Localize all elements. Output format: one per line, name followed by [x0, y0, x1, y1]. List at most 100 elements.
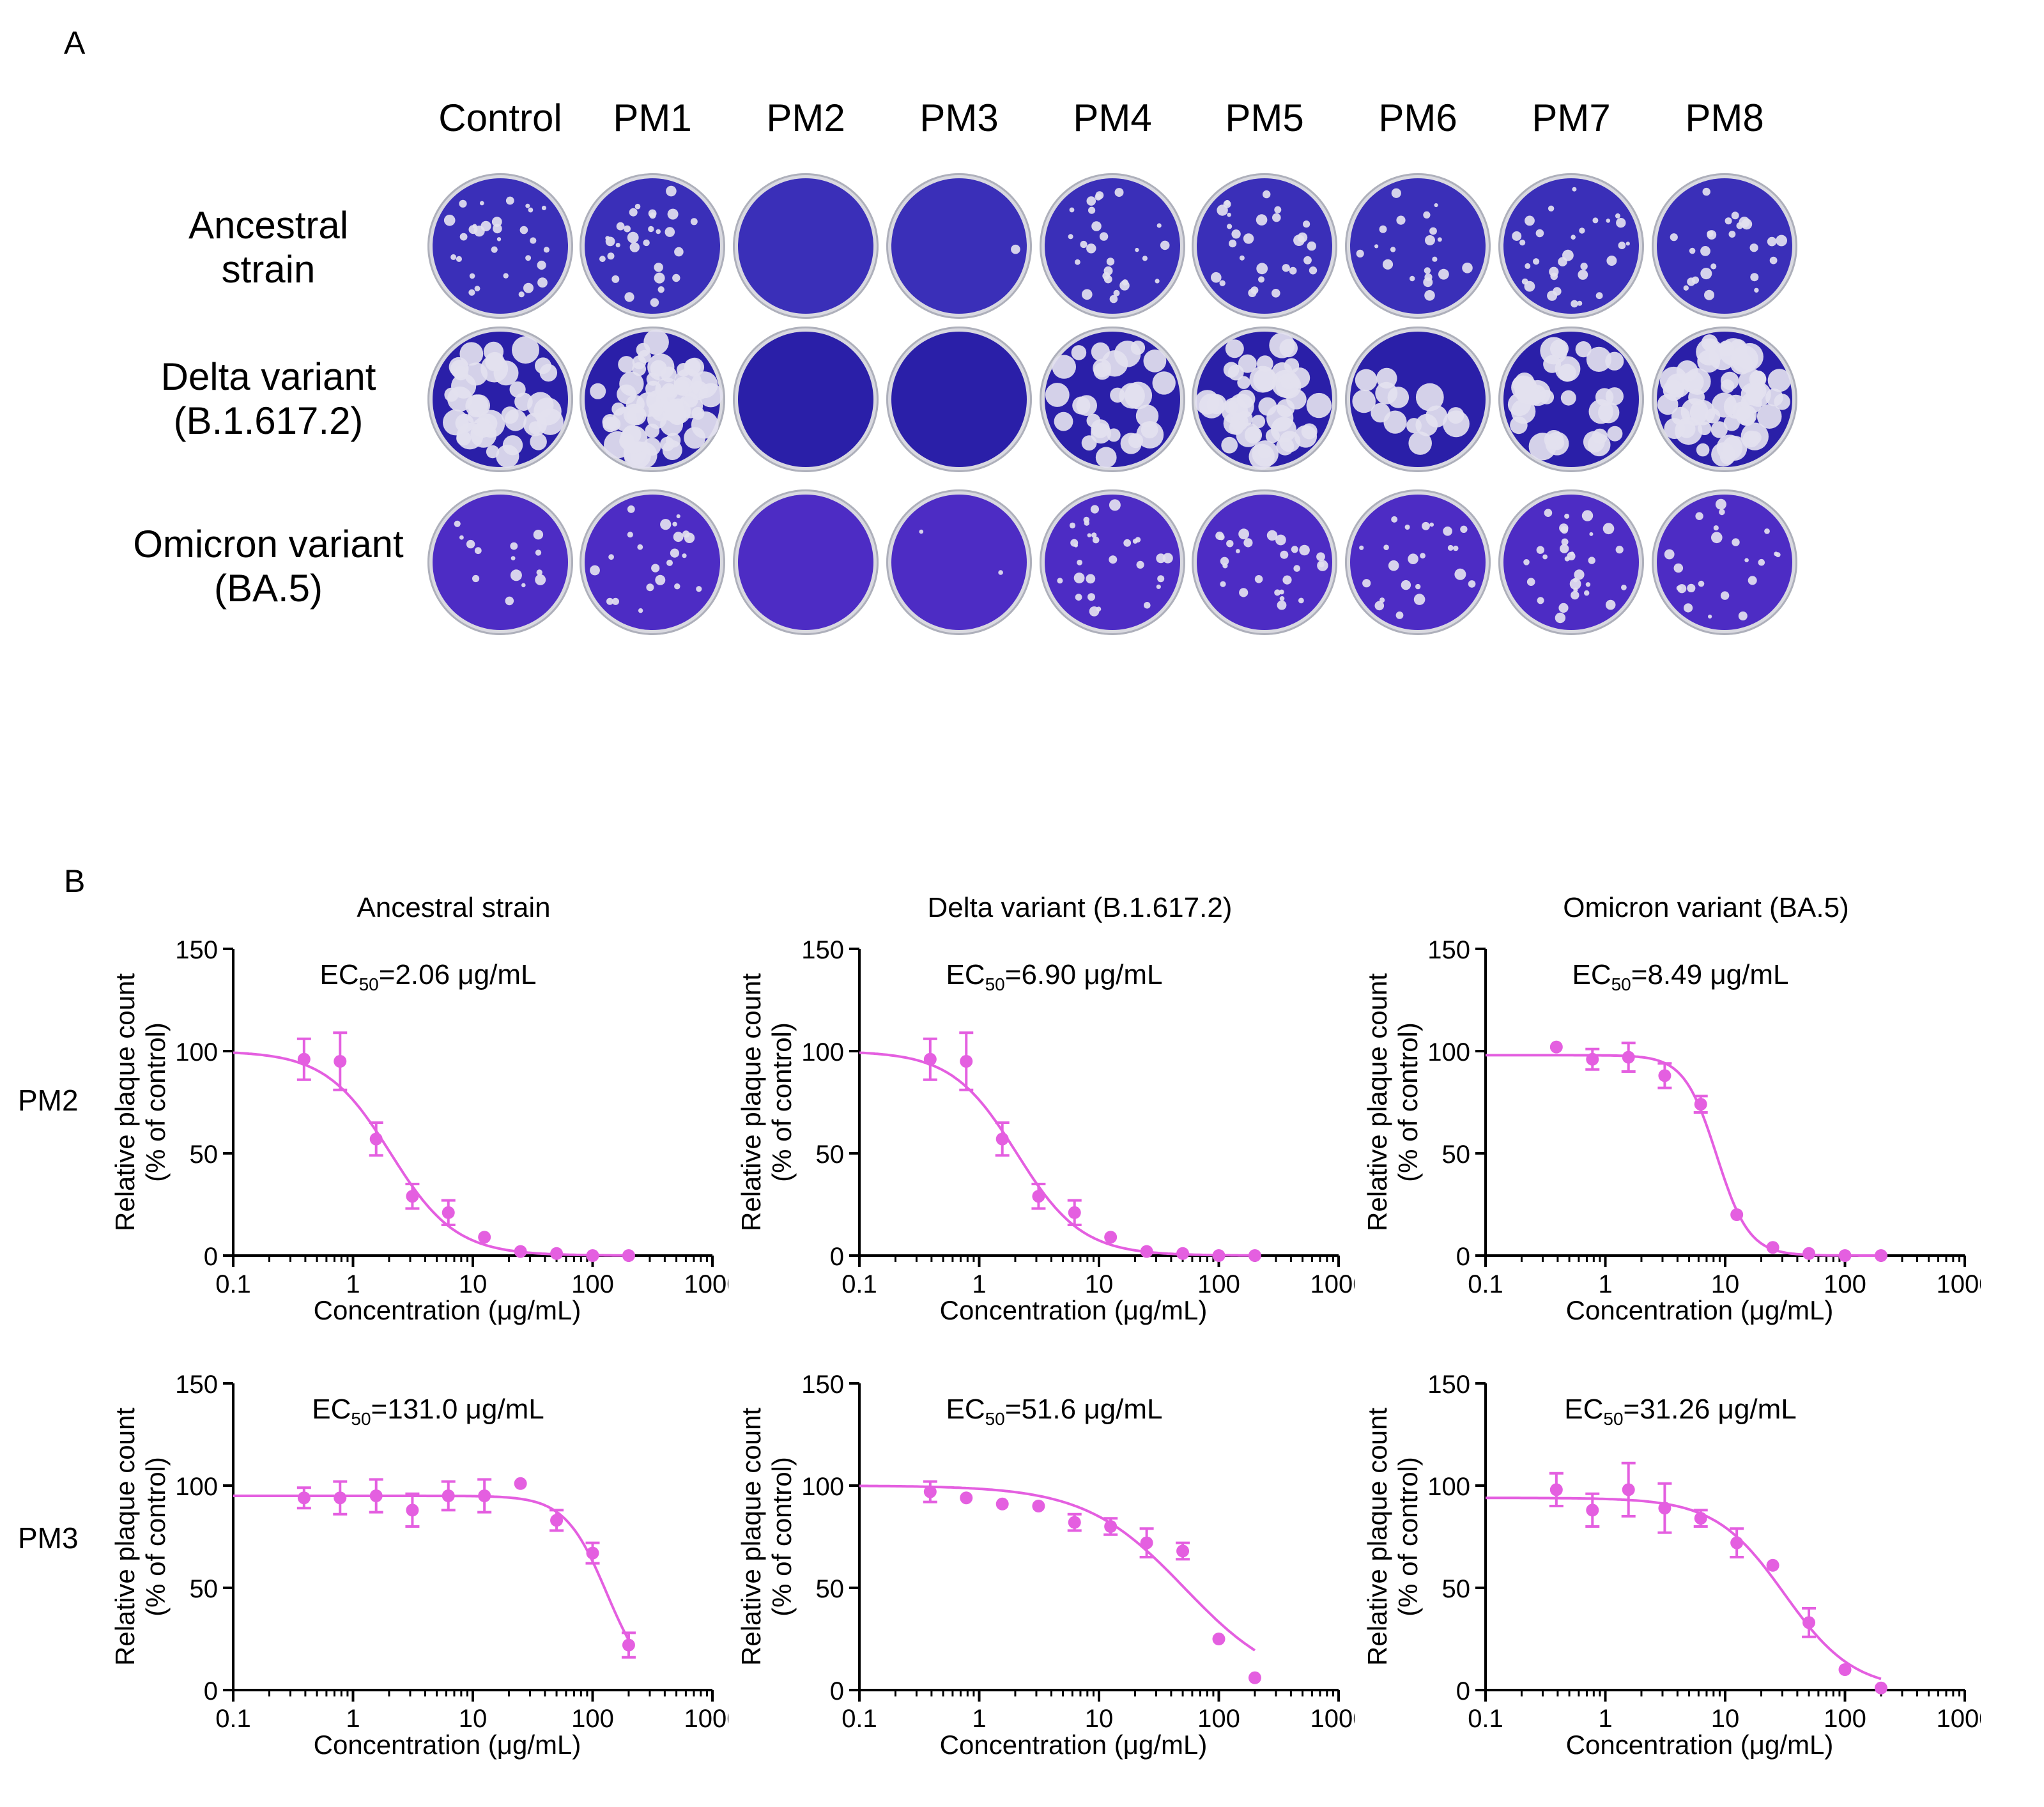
culture-dish: [1652, 173, 1797, 319]
data-point: [1838, 1249, 1852, 1262]
plaque-spot: [1069, 207, 1075, 213]
plaque-spot: [1542, 554, 1548, 560]
plaque-spot: [1687, 583, 1696, 592]
x-tick-label: 1000: [1937, 1705, 1981, 1733]
y-axis-label: Relative plaque count: [1362, 1408, 1392, 1666]
plaque-spot: [1382, 259, 1394, 270]
plaque-spot: [660, 519, 672, 530]
data-point: [622, 1249, 635, 1262]
plaque-spot: [537, 277, 548, 288]
data-point: [1248, 1671, 1261, 1684]
plaque-spot: [1219, 280, 1226, 286]
plaque-spot: [1077, 560, 1082, 565]
strain-row-label: Delta variant (B.1.617.2): [160, 355, 376, 442]
ec50-annotation: EC50=31.26 μg/mL: [1564, 1394, 1796, 1429]
plaque-spot: [629, 242, 640, 252]
plaque-spot: [474, 286, 480, 291]
plaque-spot: [1114, 188, 1124, 197]
plaque-spot: [1359, 545, 1364, 550]
plaque-spot: [1560, 390, 1576, 406]
dish-stain: [738, 332, 873, 467]
plaque-spot: [1415, 583, 1421, 590]
plaque-spot: [1767, 369, 1791, 392]
plaque-spot: [636, 392, 661, 417]
plaque-spot: [655, 574, 666, 585]
plaque-spot: [1282, 264, 1290, 272]
plaque-spot: [1224, 400, 1238, 414]
plaque-spot: [1606, 256, 1617, 266]
x-tick-label: 0.1: [1468, 1705, 1503, 1733]
y-tick-label: 100: [801, 1038, 844, 1066]
plaque-spot: [1391, 516, 1398, 523]
y-tick-label: 150: [1427, 1371, 1470, 1399]
fitted-curve: [859, 1484, 1256, 1652]
plaque-spot: [1558, 364, 1576, 382]
x-tick-label: 1: [972, 1270, 986, 1298]
plaque-spot: [1571, 590, 1579, 600]
fitted-curve: [1486, 1054, 1881, 1257]
x-tick-label: 10: [459, 1705, 488, 1733]
dish-stain: [585, 495, 720, 630]
plaque-spot: [666, 185, 677, 197]
plaque-spot: [1238, 528, 1249, 540]
data-point: [1212, 1249, 1226, 1262]
data-point: [1140, 1245, 1153, 1258]
data-point: [1802, 1616, 1816, 1629]
plaque-spot: [1447, 544, 1454, 551]
plaque-spot: [1774, 394, 1790, 410]
y-tick-label: 50: [1442, 1141, 1471, 1169]
plaque-spot: [1728, 231, 1736, 238]
culture-dish: [886, 489, 1032, 635]
plaque-spot: [1220, 581, 1226, 587]
culture-dish: [1498, 173, 1644, 319]
data-point: [334, 1055, 347, 1068]
plaque-spot: [1374, 244, 1379, 249]
plaque-spot: [1725, 217, 1732, 225]
plaque-spot: [1741, 219, 1753, 230]
chart-title: Delta variant (B.1.617.2): [928, 892, 1233, 923]
plaque-spot: [1303, 220, 1310, 228]
plaque-spot: [1249, 365, 1277, 393]
data-point: [1838, 1663, 1852, 1676]
data-point: [369, 1489, 383, 1502]
plaque-spot: [1011, 244, 1020, 254]
plaque-spot: [1229, 420, 1244, 435]
plaque-spot: [456, 256, 462, 262]
plaque-spot: [1605, 351, 1624, 371]
plaque-spot: [1091, 419, 1110, 438]
x-tick-label: 1: [1598, 1705, 1612, 1733]
plaque-spot: [1616, 218, 1626, 228]
column-header: Control: [438, 96, 562, 139]
y-tick-label: 0: [204, 1243, 218, 1271]
plaque-spot: [648, 226, 654, 233]
plaque-spot: [525, 255, 532, 261]
ec50-annotation: EC50=2.06 μg/mL: [319, 959, 536, 994]
plaque-spot: [1087, 533, 1091, 537]
data-point: [550, 1247, 564, 1260]
plaque-spot: [444, 387, 459, 402]
y-tick-label: 50: [816, 1141, 845, 1169]
row-label-pm3: PM3: [18, 1521, 79, 1555]
column-header: PM5: [1225, 96, 1304, 139]
plaque-spot: [456, 431, 472, 446]
plaque-spot: [1226, 540, 1234, 548]
plaque-spot: [1533, 258, 1540, 265]
plaque-spot: [590, 565, 600, 576]
plaque-spot: [1744, 558, 1749, 562]
plaque-spot: [672, 521, 677, 527]
plaque-spot: [1758, 558, 1765, 566]
plaque-spot: [1256, 355, 1273, 373]
plaque-spot: [1248, 288, 1257, 297]
data-point: [1658, 1502, 1671, 1515]
column-header: PM2: [766, 96, 845, 139]
plaque-spot: [1291, 546, 1298, 553]
plaque-spot: [1113, 289, 1120, 296]
data-point: [1802, 1247, 1816, 1260]
culture-dish: [1498, 489, 1644, 635]
plaque-spot: [1355, 369, 1378, 392]
plaque-spot: [1579, 227, 1585, 234]
plaque-spot: [1564, 513, 1570, 519]
plaque-spot: [1220, 557, 1229, 565]
plaque-spot: [632, 362, 646, 376]
plaque-spot: [1429, 227, 1437, 235]
